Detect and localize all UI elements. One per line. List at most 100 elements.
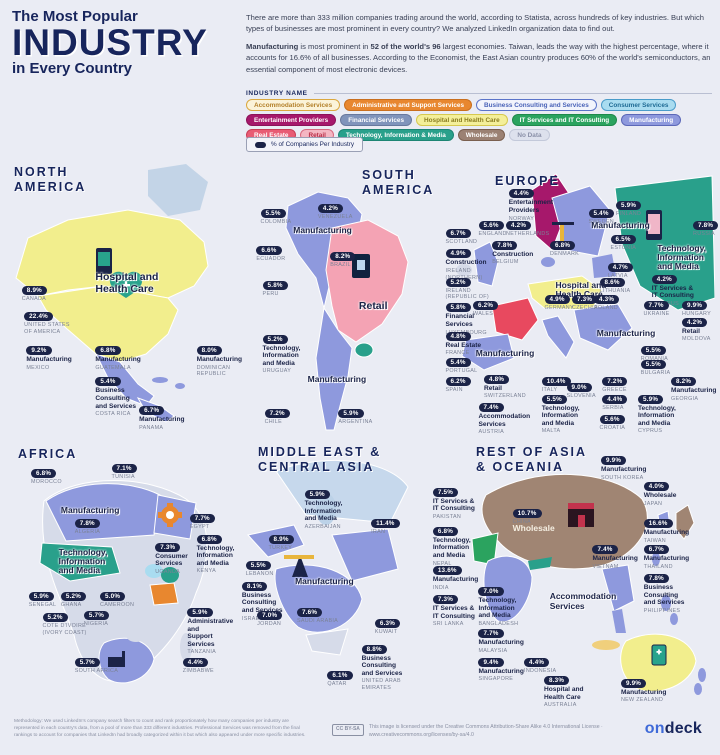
country-label: RUSSIA [693,230,715,237]
percentage-badge: 16.6% [643,518,673,528]
percentage-badge: 5.6% [599,414,625,424]
industry-label: Technology, Information and Media [196,544,235,567]
percentage-badge: 7.3% [572,294,598,304]
callout-portugal: 5.4% PORTUGAL [445,357,478,375]
percentage-badge: 6.8% [432,526,458,536]
country-label: BELGIUM [492,259,519,266]
callout-tanzania: 5.9% Administrative and Support Services T… [187,608,238,656]
callout-wales: 6.2% WALES [473,300,499,318]
callout-china: 10.7% CHINA [512,508,542,526]
industry-map-label: Hospital and Health Care [95,271,159,295]
industry-label: Consumer Services [155,552,188,568]
country-label: COLOMBIA [260,219,292,226]
percentage-badge: 5.8% [445,303,471,313]
percentage-badge: 4.4% [508,189,534,199]
legend-pill-administrative-and-support-services: Administrative and Support Services [344,99,473,111]
medical-tablet-icon [651,644,667,666]
country-label: EGYPT [189,523,210,530]
country-label: NEW ZEALAND [620,697,664,704]
country-label: QATAR [327,680,347,687]
country-label: ESTONIA [610,244,637,251]
percentage-badge: 22.4% [24,311,53,321]
percentage-badge: 8.6% [599,277,625,287]
country-label: ITALY [541,387,558,394]
callout-cyprus: 5.9% Technology, Information and Media CYP… [638,394,676,435]
percentage-badge: 4.4% [182,657,208,667]
country-label: CROATIA [599,424,626,431]
country-label: ROMANIA [640,356,669,363]
industry-label: Construction [445,259,487,267]
callout-lebanon: 5.5% LEBANON [245,560,274,578]
legend-pill-consumer-services: Consumer Services [600,99,677,111]
percentage-badge: 5.5% [245,560,271,570]
africa-map [39,480,208,684]
callout-japan: 4.0% Wholesale JAPAN [643,482,676,507]
percentage-badge: 6.2% [473,300,499,310]
callout-ecuador: 6.6% ECUADOR [256,246,285,263]
country-label: UNITED STATES OF AMERICA [24,321,70,335]
percentage-badge: 8.2% [671,377,697,387]
callout-italy: 10.4% ITALY [541,377,571,394]
country-label: CHILE [264,418,282,425]
industry-label: Accommodation Services [478,413,531,428]
percentage-badge: 7.5% [432,487,458,497]
callout-australia: 8.3% Hospital and Health Care AUSTRALIA [544,676,584,709]
callout-uruguay: 5.2% Technology, Information and Media URU… [262,334,300,375]
percentage-badge: 5.7% [74,657,100,667]
ondeck-logo: ondeck [644,720,702,737]
percentage-badge: 6.1% [327,670,353,680]
callout-jordan: 7.0% JORDAN [257,610,283,628]
percentage-badge: 4.2% [506,220,532,230]
percentage-badge: 5.2% [262,334,288,344]
callout-zimbabwe: 4.4% ZIMBABWE [182,657,214,675]
callout-greece: 7.2% GREECE [602,377,628,394]
country-label: POLAND [594,304,618,311]
percentage-badge: 6.3% [374,618,401,628]
percentage-badge: 5.5% [260,209,286,219]
title-block: The Most Popular INDUSTRY in Every Count… [12,8,232,77]
country-label: ARGENTINA [338,418,373,425]
percentage-badge: 7.2% [264,408,290,418]
country-label: BULGARIA [640,370,671,377]
percentage-badge: 9.9% [601,456,627,466]
industry-label: Real Estate [445,341,482,349]
south-america-map [285,191,409,431]
percentage-badge: 9.2% [26,346,52,356]
country-label: CZECHIA [572,304,598,311]
industry-label: Manufacturing [643,555,690,563]
percentage-badge: 5.5% [541,394,567,404]
country-label: UKRAINE [643,310,670,317]
callout-guatemala: 6.8% Manufacturing GUATEMALA [95,346,141,371]
percentage-badge: 5.9% [616,200,642,210]
callout-spain: 6.2% SPAIN [445,377,471,394]
percentage-badge: 4.9% [445,249,471,259]
country-label: MEXICO [26,364,50,371]
percentage-badge: 5.7% [83,610,110,620]
callout-belgium: 7.8% Construction BELGIUM [492,240,533,266]
percentage-badge: 5.2% [42,613,68,623]
country-label: INDONESIA [524,667,557,674]
country-label: GHANA [60,602,82,609]
country-label: FRANCE [445,350,470,357]
percentage-badge: 4.2% [317,203,344,213]
percentage-badge: 8.8% [361,644,387,654]
country-label: SERBIA [602,404,624,411]
country-label: SINGAPORE [478,676,514,683]
percentage-badge: 6.8% [31,469,57,479]
country-label: THAILAND [643,563,673,570]
callout-turkey: 8.9% TURKEY [268,534,294,552]
callout-vietnam: 7.4% Manufacturing VIETNAM [592,545,638,570]
legend-header: INDUSTRY NAME [246,90,712,97]
callout-uganda: 7.3% Consumer Services UGANDA [155,542,188,576]
industry-label: Technology, Information and Media [638,404,676,427]
percentage-badge: 5.6% [478,220,504,230]
percentage-badge: 5.5% [640,346,666,356]
section-north-america: North America Hospital and Health Care 8.… [8,158,242,443]
country-label: JAPAN [643,500,663,507]
percentage-badge: 6.8% [550,240,576,250]
country-label: UNITED ARAB EMIRATES [361,678,401,692]
percentage-badge: 7.0% [257,610,283,620]
industry-map-label: Accommodation Services [549,591,617,611]
country-label: SAUDI ARABIA [297,618,339,625]
manufacturing-gear-icon [158,503,182,527]
